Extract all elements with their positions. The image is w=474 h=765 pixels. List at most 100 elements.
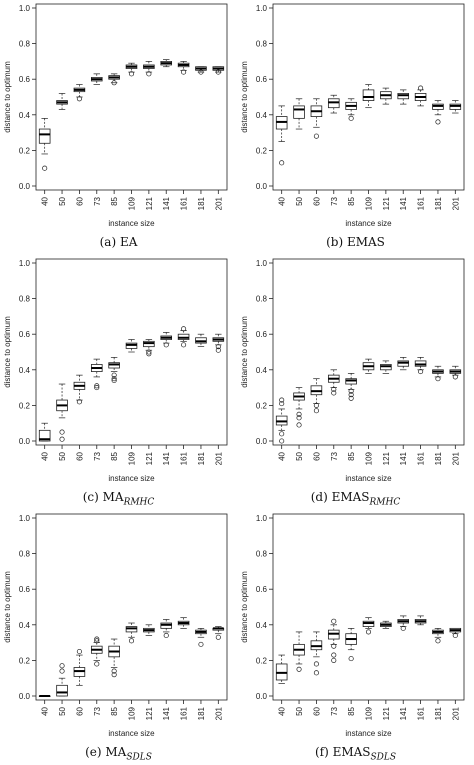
x-tick-label: 50 [295, 196, 304, 205]
y-tick-label: 0.8 [256, 550, 268, 559]
x-tick-label: 73 [93, 196, 102, 205]
outlier-point [215, 634, 221, 640]
x-tick-label: 181 [197, 196, 206, 210]
x-tick-label: 109 [365, 451, 374, 465]
x-tick-label: 141 [399, 451, 408, 465]
y-tick-label: 0.2 [256, 401, 268, 410]
outlier-point [181, 326, 187, 332]
x-tick-label: 73 [330, 196, 339, 205]
x-tick-label: 141 [162, 706, 171, 720]
y-tick-label: 0.4 [256, 621, 268, 630]
box-181 [195, 333, 207, 348]
x-axis-label: instance size [345, 729, 392, 738]
outlier-point [435, 119, 441, 125]
chart-panel: 0.0 0.2 0.4 0.6 0.8 1.0 distance to optimum 40 5… [0, 0, 237, 255]
box-161 [414, 615, 427, 626]
y-tick-label: 1.0 [256, 259, 268, 268]
outlier-point [146, 349, 152, 355]
outlier-point [76, 648, 82, 655]
x-axis-label: instance size [345, 474, 392, 483]
y-tick-label: 0.0 [256, 182, 268, 191]
outlier-point [296, 422, 302, 428]
y-axis-label: distance to optimum [3, 61, 12, 133]
outlier-point [94, 661, 100, 667]
x-tick-label: 40 [41, 706, 50, 715]
x-tick-label: 73 [93, 706, 102, 715]
box-60 [310, 98, 323, 139]
outlier-point [59, 663, 65, 669]
y-tick-label: 0.0 [19, 437, 31, 446]
box-141 [397, 89, 410, 105]
y-tick-label: 0.0 [19, 182, 31, 191]
box-50 [56, 663, 68, 697]
x-tick-label: 60 [312, 451, 321, 460]
x-tick-label: 73 [93, 451, 102, 460]
plot-frame [35, 513, 228, 701]
outlier-point [348, 392, 354, 398]
box-73 [327, 369, 340, 396]
iqr-box [293, 105, 305, 119]
chart-panel: 0.0 0.2 0.4 0.6 0.8 1.0 distance to optimum 40 5… [237, 0, 474, 255]
x-tick-label: 161 [417, 451, 426, 465]
outlier-point [198, 69, 204, 75]
outlier-point [348, 656, 354, 662]
outlier-point [435, 638, 441, 644]
box-109 [362, 84, 375, 109]
x-tick-label: 60 [75, 706, 84, 715]
x-tick-label: 73 [330, 451, 339, 460]
chart-panel: 0.0 0.2 0.4 0.6 0.8 1.0 distance to optimum 40 5… [237, 255, 474, 510]
x-tick-label: 85 [110, 706, 119, 715]
y-axis-label: distance to optimum [3, 571, 12, 643]
caption-subscript: RMHC [123, 497, 155, 508]
outlier-point [111, 668, 117, 674]
y-tick-label: 1.0 [19, 514, 31, 523]
box-40 [275, 105, 288, 166]
box-141 [160, 59, 173, 68]
figure-caption: (c) MARMHC [0, 490, 237, 507]
box-plot: 0.0 0.2 0.4 0.6 0.8 1.0 distance to optimum 40 5… [3, 3, 228, 228]
box-109 [125, 62, 138, 77]
x-tick-label: 141 [399, 706, 408, 720]
box-85 [108, 356, 120, 384]
outlier-point [94, 385, 100, 391]
box-161 [177, 326, 190, 348]
y-tick-label: 0.8 [19, 295, 31, 304]
figure-caption: (d) EMASRMHC [237, 490, 474, 507]
x-tick-label: 85 [110, 196, 119, 205]
x-tick-label: 50 [58, 706, 67, 715]
figure-caption: (a) EA [0, 235, 237, 249]
outlier-point [400, 625, 406, 631]
box-50 [293, 98, 305, 130]
y-tick-label: 0.4 [19, 621, 31, 630]
outlier-point [111, 672, 117, 678]
x-tick-label: 50 [295, 706, 304, 715]
box-141 [160, 332, 173, 348]
box-60 [73, 84, 86, 102]
box-161 [414, 85, 427, 107]
x-tick-label: 40 [41, 451, 50, 460]
box-60 [73, 648, 86, 686]
box-201 [212, 66, 225, 75]
x-tick-label: 181 [197, 451, 206, 465]
caption-main: (e) MA [85, 745, 127, 759]
box-161 [177, 617, 190, 629]
y-tick-label: 0.8 [256, 40, 268, 49]
box-73 [90, 73, 103, 85]
box-201 [449, 100, 462, 114]
y-tick-label: 0.2 [256, 656, 268, 665]
box-141 [397, 615, 410, 631]
y-tick-label: 0.6 [19, 585, 31, 594]
plot-frame [272, 513, 465, 701]
x-tick-label: 85 [347, 706, 356, 715]
outlier-point [313, 670, 319, 676]
outlier-point [59, 668, 65, 674]
x-tick-label: 40 [41, 196, 50, 205]
figure-caption: (e) MASDLS [0, 745, 237, 762]
box-201 [449, 365, 462, 380]
outlier-point [146, 71, 152, 77]
chart-panel: 0.0 0.2 0.4 0.6 0.8 1.0 distance to optimum 40 5… [0, 255, 237, 510]
box-121 [143, 339, 155, 357]
y-tick-label: 0.0 [256, 692, 268, 701]
box-201 [449, 627, 462, 639]
